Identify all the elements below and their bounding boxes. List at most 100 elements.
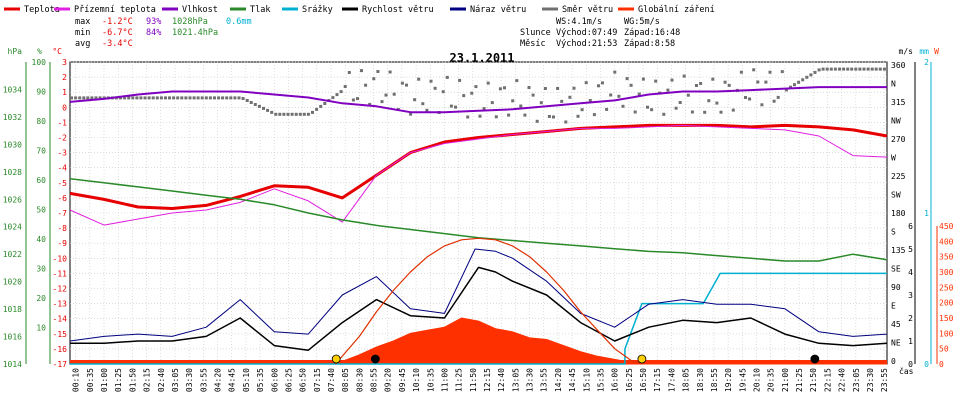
wind-dir-point	[625, 77, 629, 81]
wind-dir-point	[666, 88, 670, 92]
wind-dir-point	[311, 110, 314, 114]
wind-dir-point	[323, 102, 327, 105]
stats-panel: max -1.2°C 93% 1028hPa 0.6mm min -6.7°C …	[75, 17, 680, 49]
radiation-tick-label: 200	[939, 299, 954, 308]
legend: Teplota Přízemní teplota Vlhkost Tlak Srážky…	[4, 5, 715, 15]
wind-dir-point	[821, 67, 825, 71]
wind-dir-point	[715, 101, 719, 105]
wind-dir-point	[347, 71, 351, 74]
wind-dir-point	[699, 82, 703, 85]
radiation-unit: W	[934, 47, 939, 56]
wind-dir-point	[588, 99, 592, 102]
wind-dir-point	[466, 115, 470, 119]
wind-dir-point	[241, 97, 245, 100]
wind-dir-point	[74, 96, 78, 100]
wind-dir-point	[805, 75, 809, 79]
pressure-tick-label: 1018	[3, 305, 22, 314]
x-tick-label: 12:40	[497, 368, 506, 392]
wind-dir-point	[527, 86, 531, 89]
wind-dir-point	[584, 81, 588, 85]
wind-dir-point	[343, 85, 347, 88]
sun-label: Slunce	[520, 28, 551, 38]
stats-max-press: 1028hPa	[172, 17, 208, 27]
radiation-tick-label: 100	[939, 329, 954, 338]
x-tick-label: 10:10	[412, 368, 421, 392]
wind-dir-point	[597, 84, 600, 88]
series-n-raz-v-tru	[69, 248, 888, 342]
temp-tick-label: -15	[53, 330, 68, 339]
wind-dir-point	[519, 104, 523, 108]
wind-dir-point	[119, 96, 122, 100]
wind-dir-point	[164, 96, 167, 100]
x-tick-label: 05:10	[242, 368, 251, 392]
wind-dir-point	[229, 96, 233, 100]
temp-tick-label: 2	[62, 73, 67, 82]
wind-dir-tick-label: 45	[891, 320, 901, 329]
wind-wg: WG:5m/s	[624, 17, 660, 27]
legend-label: Rychlost větru	[362, 5, 434, 15]
wind-dir-point	[719, 110, 723, 114]
radiation-tick-label: 250	[939, 283, 954, 292]
moonrise-marker	[810, 354, 820, 364]
rain-tick-label: 0	[924, 360, 929, 369]
wind-dir-point	[752, 68, 756, 72]
wind-dir-point	[695, 84, 698, 87]
moon-label: Měsíc	[520, 39, 546, 49]
temp-tick-label: -13	[53, 300, 68, 309]
wind-dir-point	[70, 96, 73, 100]
wind-dir-tick-label: 270	[891, 135, 906, 144]
wind-dir-point	[445, 75, 449, 79]
temp-tick-label: 1	[62, 88, 67, 97]
x-tick-label: 05:35	[256, 368, 265, 392]
wind-ms-tick-label: 0	[908, 360, 913, 369]
wind-dir-point	[637, 92, 641, 96]
stats-min-label: min	[75, 28, 90, 38]
radiation-tick-label: 150	[939, 314, 954, 323]
pressure-tick-label: 1026	[3, 195, 22, 204]
wind-dir-point	[601, 81, 604, 85]
wind-dir-point	[376, 70, 380, 73]
x-unit-label: čas	[899, 366, 914, 376]
wind-dir-point	[380, 100, 384, 104]
wind-dir-point	[560, 99, 564, 103]
wind-dir-point	[646, 105, 649, 109]
wind-dir-point	[780, 70, 784, 74]
series-rychlost-v-tru	[70, 266, 888, 351]
wind-dir-point	[306, 112, 310, 116]
wind-dir-point	[127, 96, 131, 100]
wind-dir-point	[360, 69, 363, 73]
wind-dir-point	[490, 101, 494, 105]
x-tick-label: 02:40	[157, 368, 166, 392]
wind-dir-point	[213, 96, 216, 100]
x-tick-label: 03:05	[171, 368, 180, 392]
x-tick-label: 13:55	[540, 368, 549, 392]
moonset-marker	[370, 354, 380, 364]
x-tick-label: 16:25	[625, 368, 634, 392]
x-tick-label: 06:00	[270, 368, 279, 392]
wind-dir-tick-label: S	[891, 228, 896, 237]
wind-dir-point	[515, 79, 519, 83]
wind-dir-point	[176, 96, 180, 100]
wind-dir-point	[772, 99, 776, 103]
wind-dir-point	[208, 96, 212, 100]
wind-dir-point	[662, 112, 666, 116]
wind-dir-point	[744, 96, 747, 99]
wind-dir-point	[155, 96, 159, 100]
wind-dir-point	[547, 115, 551, 118]
wind-dir-point	[294, 112, 298, 116]
wind-dir-point	[94, 96, 98, 100]
temp-tick-label: -7	[57, 209, 67, 218]
temp-tick-label: -6	[57, 194, 67, 203]
humidity-unit: %	[37, 47, 42, 56]
stats-avg-label: avg	[75, 39, 90, 49]
wind-dir-point	[531, 93, 535, 97]
wind-dir-point	[290, 112, 294, 116]
wind-dir-point	[286, 112, 290, 116]
stats-min-hum: 84%	[146, 28, 161, 38]
wind-dir-point	[486, 81, 490, 85]
wind-dir-point	[768, 70, 772, 74]
wind-dir-point	[756, 80, 760, 84]
sun-rise: Východ:07:49	[556, 28, 617, 38]
wind-dir-tick-label: 225	[891, 172, 906, 181]
